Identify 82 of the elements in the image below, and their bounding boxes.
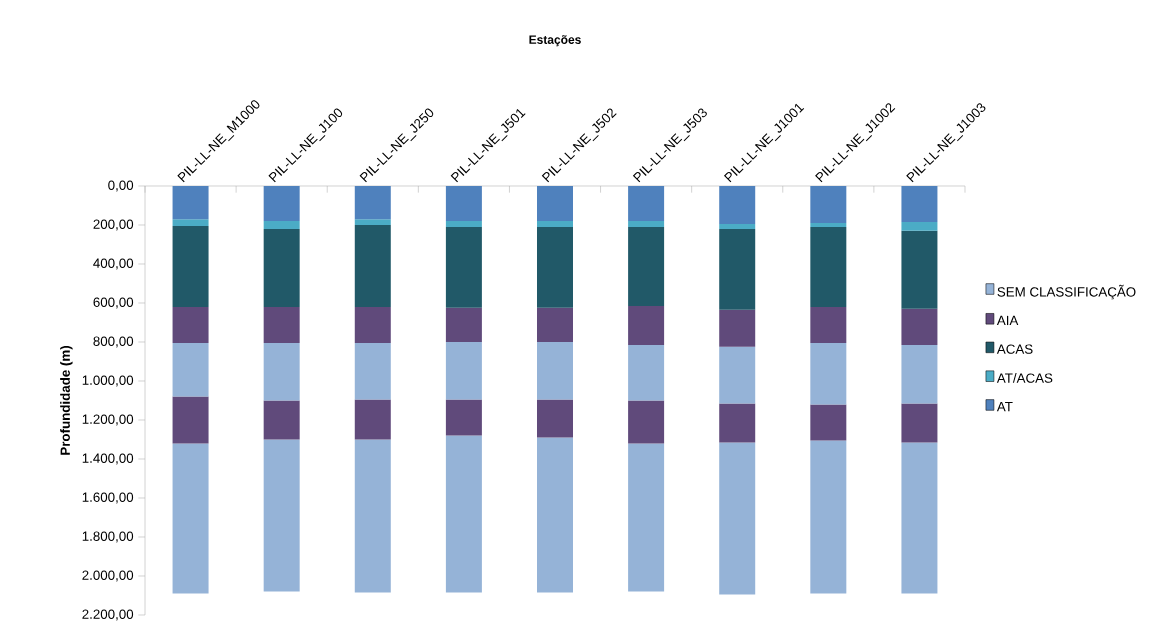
bar — [172, 219, 209, 226]
bar — [719, 403, 756, 443]
bar — [445, 341, 482, 400]
y-tick-label: 2.000,00 — [82, 570, 134, 582]
bar — [537, 185, 573, 222]
legend-label: SEM CLASSIFICAÇÃO — [997, 284, 1136, 300]
bar — [628, 443, 665, 592]
bar — [263, 221, 300, 229]
y-tick-label: 2.200,00 — [82, 609, 134, 621]
legend-label: ACAS — [996, 344, 1033, 354]
bar — [354, 224, 391, 307]
bar — [172, 185, 209, 220]
bar — [810, 440, 847, 594]
bar — [354, 399, 391, 440]
bar — [537, 341, 573, 400]
bar — [537, 226, 573, 308]
bar — [354, 185, 391, 220]
bar — [172, 396, 209, 444]
bar — [445, 185, 482, 222]
bar — [628, 305, 665, 345]
bar — [901, 185, 938, 223]
y-tick-label: 1.600,00 — [82, 492, 134, 504]
bar — [445, 221, 482, 227]
bar — [445, 435, 482, 593]
bar — [628, 185, 665, 222]
bar — [719, 228, 756, 310]
bar — [263, 400, 300, 440]
bar — [810, 185, 847, 224]
bar — [901, 344, 938, 404]
bar — [445, 226, 482, 308]
bar — [810, 306, 847, 343]
bar — [901, 230, 938, 309]
bar — [445, 399, 482, 436]
bar — [810, 226, 847, 307]
bar — [445, 307, 482, 342]
bar — [719, 442, 756, 595]
y-tick-label: 200,00 — [93, 219, 134, 231]
legend-label: AT — [996, 402, 1013, 412]
bar — [263, 342, 300, 401]
bar — [354, 306, 391, 343]
y-tick-label: 800,00 — [93, 336, 134, 348]
y-tick-label: 1.000,00 — [82, 375, 134, 387]
bar — [901, 308, 938, 345]
y-tick-label: 1.400,00 — [82, 453, 134, 465]
bar — [172, 443, 209, 594]
bar — [628, 221, 665, 227]
bar — [810, 404, 847, 441]
bar — [810, 342, 847, 405]
bar — [537, 399, 573, 438]
y-tick-label: 600,00 — [93, 297, 134, 309]
bar — [628, 226, 665, 306]
legend-label: AT/ACAS — [996, 373, 1053, 383]
bar — [263, 306, 300, 343]
bar — [719, 309, 756, 347]
x-axis-title: Estações — [529, 35, 581, 47]
y-tick-label: 1.200,00 — [82, 414, 134, 426]
bar — [719, 224, 756, 229]
y-tick-label: 400,00 — [93, 258, 134, 270]
bar — [172, 225, 209, 307]
bar — [537, 437, 573, 593]
bar — [354, 439, 391, 593]
bar — [901, 442, 938, 594]
bar — [810, 223, 847, 227]
bar — [172, 306, 209, 343]
bar — [901, 403, 938, 443]
bar — [901, 222, 938, 231]
bar — [354, 342, 391, 400]
y-tick-label: 1.800,00 — [82, 531, 134, 543]
bar — [263, 185, 300, 222]
bar — [537, 221, 573, 227]
bar — [172, 342, 209, 397]
bar — [628, 400, 665, 444]
y-axis-title: Profundidade (m) — [60, 345, 73, 455]
bar — [537, 307, 573, 342]
bar — [263, 439, 300, 592]
bar — [719, 185, 756, 225]
y-tick-label: 0,00 — [108, 180, 134, 192]
bar — [719, 346, 756, 404]
bar — [354, 219, 391, 225]
legend-label: AIA — [996, 315, 1019, 326]
bar — [263, 228, 300, 307]
bar — [628, 344, 665, 401]
